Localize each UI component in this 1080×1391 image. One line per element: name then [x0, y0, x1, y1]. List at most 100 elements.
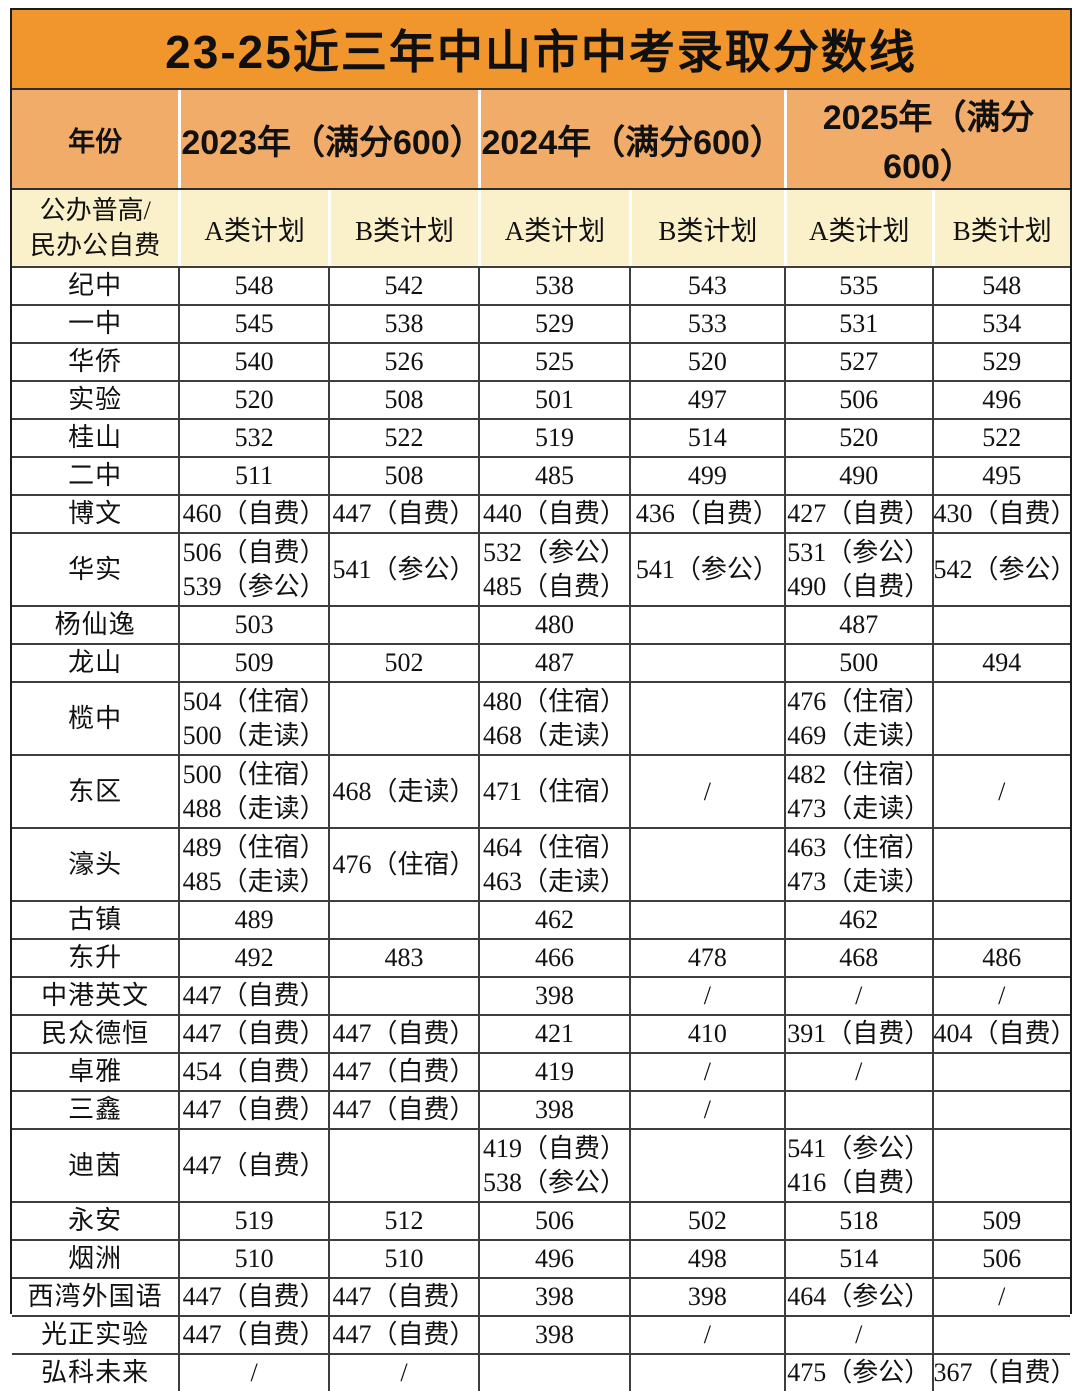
score-cell: 489（住宿） 485（走读）	[178, 829, 327, 900]
school-name: 永安	[68, 1206, 123, 1235]
score-cell: 398	[478, 1317, 628, 1353]
score-cell: 494	[931, 645, 1070, 681]
table-row: 迪茵 447（自费） 419（自费） 538（参公） 541（参公） 416（自费）	[12, 1128, 1070, 1201]
school-name: 三鑫	[68, 1095, 123, 1124]
score-cell: /	[784, 1317, 931, 1353]
score-cell: 509	[931, 1203, 1070, 1239]
school-name: 杨仙逸	[54, 610, 136, 639]
plan-header-2024-b: B类计划	[628, 190, 784, 266]
score-cell: 514	[628, 420, 784, 456]
score-cell: 518	[784, 1203, 931, 1239]
score-cell: 447（自费）	[327, 496, 478, 532]
score-cell: 421	[478, 1016, 628, 1052]
score-cell: 468	[784, 940, 931, 976]
score-cell: 447（自费）	[327, 1092, 478, 1128]
score-cell: /	[784, 1054, 931, 1090]
score-cell: 476（住宿） 469（走读）	[784, 683, 931, 754]
score-cell: 508	[327, 382, 478, 418]
score-cell: 506（自费） 539（参公）	[178, 534, 327, 605]
score-cell: 512	[327, 1203, 478, 1239]
score-cell	[931, 1054, 1070, 1090]
score-cell: 506	[784, 382, 931, 418]
score-cell: 482（住宿） 473（走读）	[784, 756, 931, 827]
score-cell: 419（自费） 538（参公）	[478, 1130, 628, 1201]
score-cell: 496	[478, 1241, 628, 1277]
score-cell: 502	[327, 645, 478, 681]
score-cell: 462	[784, 902, 931, 938]
score-cell: 471（住宿）	[478, 756, 628, 827]
score-cell: 468（走读）	[327, 756, 478, 827]
score-cell: 519	[178, 1203, 327, 1239]
school-name: 东升	[68, 943, 123, 972]
school-name: 濠头	[68, 849, 123, 879]
score-cell: 480（住宿） 468（走读）	[478, 683, 628, 754]
score-cell: 464（参公）	[784, 1279, 931, 1315]
school-name: 东区	[68, 776, 123, 806]
score-cell: 510	[327, 1241, 478, 1277]
plan-header-2025-a: A类计划	[784, 190, 931, 266]
school-name: 实验	[68, 385, 123, 414]
school-name: 迪茵	[68, 1150, 123, 1180]
score-cell	[327, 1130, 478, 1201]
score-cell: 460（自费）	[178, 496, 327, 532]
table-row: 实验 520 508 501 497 506 496	[12, 380, 1070, 418]
plan-header-2025-b: B类计划	[931, 190, 1070, 266]
score-cell: 464（住宿） 463（走读）	[478, 829, 628, 900]
score-cell: 447（自费）	[178, 1317, 327, 1353]
category-label: 公办普高/ 民办公自费	[30, 195, 161, 260]
page-title: 23-25近三年中山市中考录取分数线	[12, 10, 1070, 88]
year-header-2023: 2023年（满分600）	[178, 90, 484, 188]
score-cell: 495	[931, 458, 1070, 494]
score-cell: 436（自费）	[628, 496, 784, 532]
score-cell	[931, 1130, 1070, 1201]
table-row: 二中 511 508 485 499 490 495	[12, 456, 1070, 494]
score-cell: 475（参公）	[784, 1355, 931, 1391]
score-cell	[628, 1130, 784, 1201]
score-cell	[628, 902, 784, 938]
school-name: 榄中	[68, 703, 123, 733]
score-cell: 447（自费）	[178, 1016, 327, 1052]
table-row: 烟洲 510 510 496 498 514 506	[12, 1239, 1070, 1277]
score-cell: 447（白费）	[327, 1054, 478, 1090]
score-cell: 531（参公） 490（自费）	[784, 534, 931, 605]
score-cell	[478, 1355, 628, 1391]
score-cell: 500（住宿） 488（走读）	[178, 756, 327, 827]
table-row: 桂山 532 522 519 514 520 522	[12, 418, 1070, 456]
score-cell: 487	[784, 607, 931, 643]
score-cell: 410	[628, 1016, 784, 1052]
table-row: 杨仙逸 503 480 487	[12, 605, 1070, 643]
score-cell: 430（自费）	[931, 496, 1077, 532]
score-cell: 447（自费）	[178, 1279, 327, 1315]
table-row: 卓雅 454（自费） 447（白费） 419//	[12, 1052, 1070, 1090]
score-cell: 447（自费）	[327, 1317, 478, 1353]
score-cell	[931, 902, 1070, 938]
score-cell: 398	[628, 1279, 784, 1315]
score-cell: 525	[478, 344, 628, 380]
score-cell: 534	[931, 306, 1070, 342]
score-cell: 520	[784, 420, 931, 456]
score-cell	[931, 1317, 1070, 1353]
score-cell: 486	[931, 940, 1070, 976]
score-cell: 529	[931, 344, 1070, 380]
score-cell: 498	[628, 1241, 784, 1277]
score-cell: 503	[178, 607, 327, 643]
school-name: 纪中	[68, 271, 123, 300]
score-cell: 548	[178, 268, 327, 304]
table-row: 永安 519 512 506 502 518 509	[12, 1201, 1070, 1239]
score-cell: 502	[628, 1203, 784, 1239]
plan-header-2023-a: A类计划	[178, 190, 327, 266]
year-header-2025: 2025年（满分600）	[784, 90, 1070, 188]
score-cell: 520	[628, 344, 784, 380]
score-cell	[931, 683, 1070, 754]
score-cell: 391（自费）	[784, 1016, 931, 1052]
table-row: 博文 460（自费） 447（自费） 440（自费） 436（自费） 427（自费） 430…	[12, 494, 1077, 532]
score-cell: 541（参公）	[327, 534, 478, 605]
score-cell: 526	[327, 344, 478, 380]
school-name: 弘科未来	[41, 1358, 150, 1387]
school-name: 光正实验	[41, 1320, 150, 1349]
score-cell: /	[931, 978, 1070, 1014]
school-name: 中港英文	[41, 981, 150, 1010]
score-cell: 540	[178, 344, 327, 380]
score-cell: 447（自费）	[178, 1092, 327, 1128]
score-cell: 447（自费）	[178, 978, 327, 1014]
